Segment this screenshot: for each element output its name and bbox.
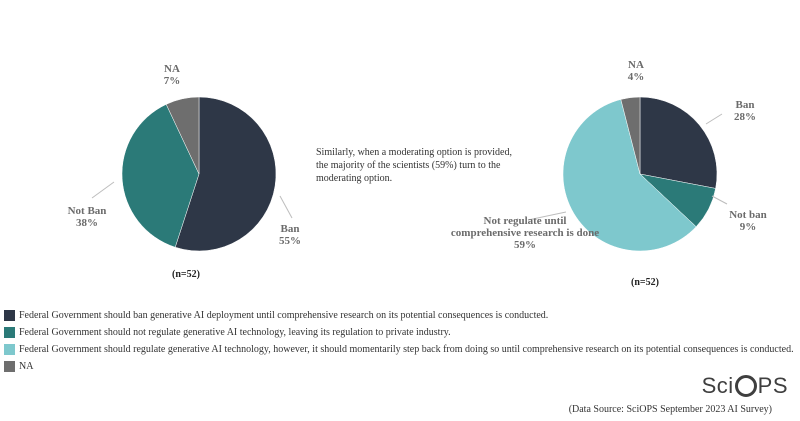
brand-prefix: Sci: [701, 373, 734, 398]
data-source: (Data Source: SciOPS September 2023 AI S…: [568, 404, 772, 415]
sample-size-label: (n=52): [631, 277, 659, 288]
legend-item-ban: Federal Government should ban generative…: [4, 307, 794, 324]
annotation-note: Similarly, when a moderating option is p…: [316, 147, 512, 184]
brand-suffix: PS: [757, 373, 788, 398]
slice-label: Ban: [736, 99, 755, 111]
sample-size-label: (n=52): [172, 269, 200, 280]
brand-logo: Sci PS: [702, 373, 788, 399]
slice-label: comprehensive research is done: [451, 227, 599, 239]
slice-label: Not ban: [729, 209, 767, 221]
leader-line: [527, 211, 567, 221]
legend-item-moderate: Federal Government should regulate gener…: [4, 341, 794, 358]
slice-percent-label: 59%: [514, 239, 536, 251]
pie-slice-ban: [639, 96, 718, 189]
pie-slice-na: [165, 96, 200, 175]
legend-text: Federal Government should ban generative…: [19, 310, 549, 321]
legend-swatch: [4, 344, 15, 355]
slice-percent-label: 9%: [740, 221, 757, 233]
legend-text: Federal Government should not regulate g…: [19, 327, 451, 338]
legend-swatch: [4, 310, 15, 321]
slice-percent-label: 7%: [164, 75, 181, 87]
pie-slice-na: [620, 96, 641, 175]
leader-line: [279, 195, 293, 219]
legend-item-na: NA: [4, 358, 794, 375]
slice-label: Not Ban: [68, 205, 107, 217]
slice-label: Not regulate until: [484, 215, 567, 227]
slice-label: NA: [164, 63, 180, 75]
leader-line: [91, 181, 115, 199]
slice-label: Ban: [281, 223, 300, 235]
legend-swatch: [4, 361, 15, 372]
legend-swatch: [4, 327, 15, 338]
leader-line: [705, 113, 723, 125]
leader-line: [711, 195, 728, 205]
slice-percent-label: 55%: [279, 235, 301, 247]
brand-o-mark: [734, 375, 757, 397]
pie-slice-not-regulate-until-comprehensive-research-is-done: [562, 99, 697, 252]
legend-text: NA: [19, 361, 34, 372]
slice-label: NA: [628, 59, 644, 71]
slice-percent-label: 38%: [76, 217, 98, 229]
legend-text: Federal Government should regulate gener…: [19, 344, 794, 355]
slice-percent-label: 4%: [628, 71, 645, 83]
pie-slice-ban: [174, 96, 277, 252]
legend-item-not-regulate: Federal Government should not regulate g…: [4, 324, 794, 341]
legend: Federal Government should ban generative…: [4, 307, 794, 375]
slice-percent-label: 28%: [734, 111, 756, 123]
pie-slice-not-ban: [121, 103, 200, 248]
